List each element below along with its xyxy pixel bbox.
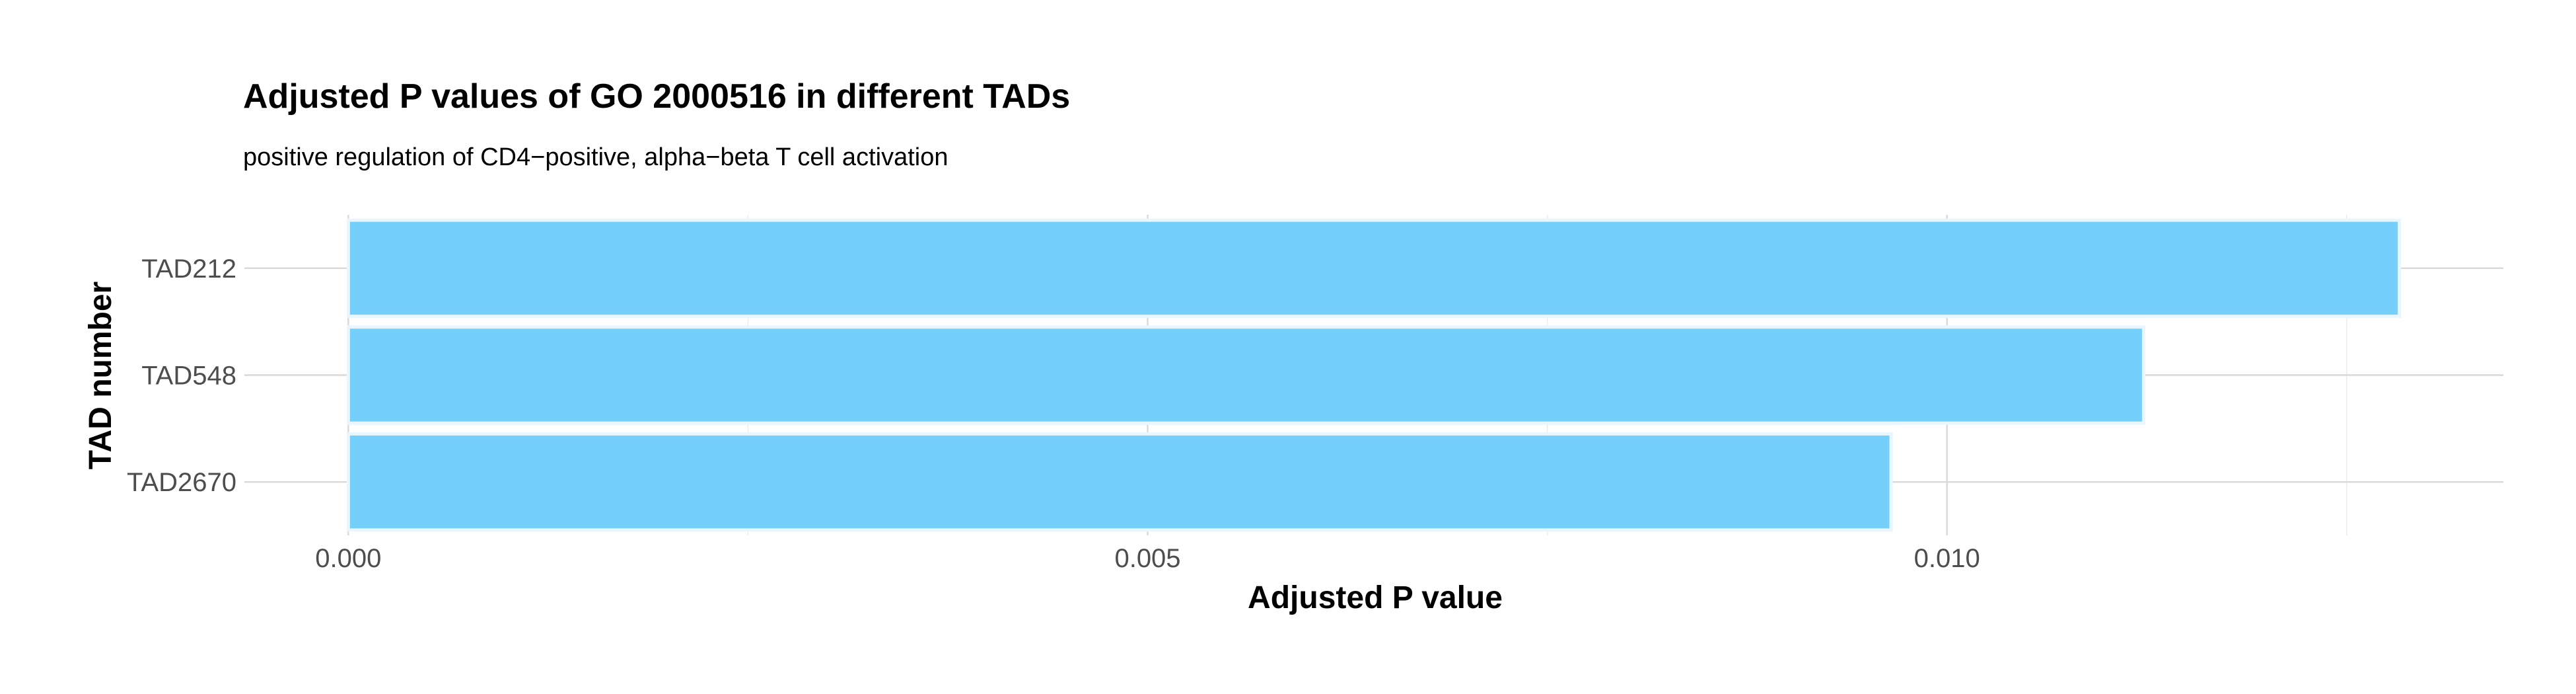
bar-tad548 bbox=[346, 325, 2145, 425]
y-tick-label: TAD212 bbox=[141, 254, 236, 284]
x-axis-title: Adjusted P value bbox=[1248, 580, 1503, 615]
bar-tad2670 bbox=[346, 432, 1893, 532]
bar-layer bbox=[346, 218, 2402, 532]
y-axis-title: TAD number bbox=[83, 282, 118, 469]
x-tick-label: 0.005 bbox=[1114, 544, 1180, 573]
bar-tad212 bbox=[346, 218, 2402, 319]
tick-layer: 0.000 0.005 0.010 TAD212 TAD548 TAD2670 bbox=[127, 254, 1980, 573]
chart-subtitle: positive regulation of CD4−positive, alp… bbox=[243, 143, 948, 171]
chart-title: Adjusted P values of GO 2000516 in diffe… bbox=[243, 77, 1070, 116]
x-tick-label: 0.000 bbox=[315, 544, 381, 573]
y-tick-label: TAD2670 bbox=[127, 468, 236, 497]
y-tick-label: TAD548 bbox=[141, 362, 236, 391]
x-tick-label: 0.010 bbox=[1914, 544, 1980, 573]
